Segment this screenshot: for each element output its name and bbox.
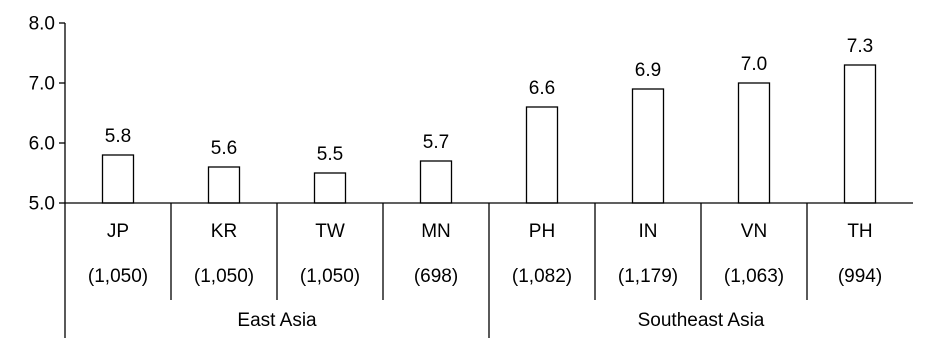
bar-kr (207, 166, 241, 204)
data-label: 5.7 (423, 132, 449, 153)
group-label: Southeast Asia (638, 310, 765, 331)
data-label: 7.3 (847, 36, 873, 57)
bar-mn (419, 160, 453, 204)
y-tick-label: 8.0 (29, 14, 55, 35)
data-label: 5.6 (211, 138, 237, 159)
category-label: JP (107, 221, 129, 242)
x-axis: JP (1,050) KR (1,050) TW (1,050) MN (698) PH (1,0… (64, 202, 913, 338)
category-label: TW (315, 221, 345, 242)
data-label: 5.8 (105, 126, 131, 147)
category-label: PH (529, 221, 555, 242)
data-label: 6.9 (635, 60, 661, 81)
category-label: KR (211, 221, 237, 242)
sample-size-label: (994) (838, 266, 882, 287)
data-label: 7.0 (741, 54, 767, 75)
category-label: IN (639, 221, 658, 242)
bars (101, 64, 877, 204)
sample-size-label: (1,082) (512, 266, 572, 287)
data-label: 6.6 (529, 78, 555, 99)
bar-ph (525, 106, 559, 204)
bar-vn (737, 82, 771, 204)
y-tick-label: 5.0 (29, 194, 55, 215)
sample-size-label: (1,050) (88, 266, 148, 287)
group-label: East Asia (237, 310, 317, 331)
y-axis: 5.0 6.0 7.0 8.0 (29, 14, 66, 215)
sample-size-label: (698) (414, 266, 458, 287)
bar-jp (101, 154, 135, 204)
data-labels: 5.8 5.6 5.5 5.7 6.6 6.9 7.0 7.3 (105, 36, 873, 165)
bar-tw (313, 172, 347, 204)
category-label: TH (847, 221, 872, 242)
bar-in (631, 88, 665, 204)
bar-th (843, 64, 877, 204)
category-label: VN (741, 221, 767, 242)
sample-size-label: (1,050) (300, 266, 360, 287)
sample-size-label: (1,063) (724, 266, 784, 287)
category-label: MN (421, 221, 451, 242)
sample-size-label: (1,050) (194, 266, 254, 287)
y-tick-label: 6.0 (29, 134, 55, 155)
data-label: 5.5 (317, 144, 343, 165)
y-tick-label: 7.0 (29, 74, 55, 95)
sample-size-label: (1,179) (618, 266, 678, 287)
